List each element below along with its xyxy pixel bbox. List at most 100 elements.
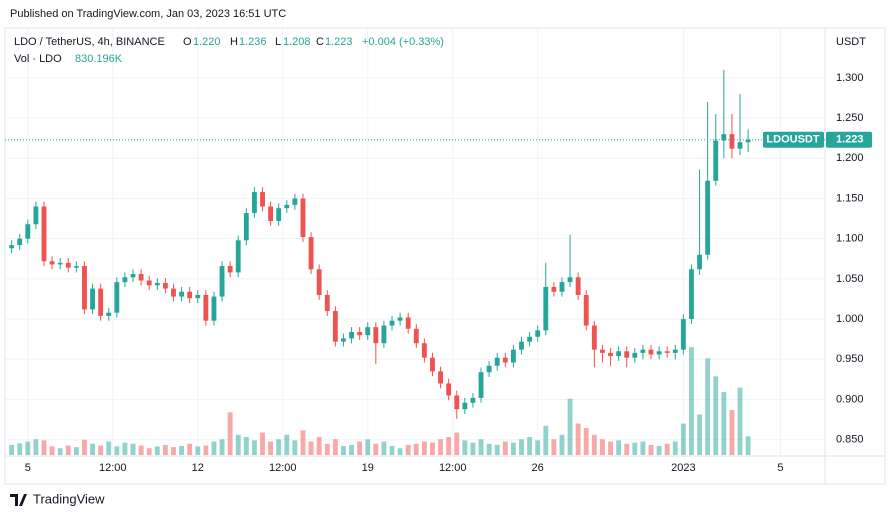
candle-body <box>171 288 176 297</box>
published-note: Published on TradingView.com, Jan 03, 20… <box>10 8 286 20</box>
volume-bar <box>543 425 549 455</box>
legend-o: O <box>183 36 192 48</box>
volume-bar <box>357 441 363 455</box>
candle-body <box>405 317 411 329</box>
volume-bar <box>745 436 751 455</box>
candle-body <box>373 327 379 344</box>
volume-bar <box>454 432 460 455</box>
volume-bar <box>268 441 274 455</box>
volume-bar <box>138 445 144 455</box>
volume-bar <box>98 445 104 455</box>
candle-body <box>608 352 613 357</box>
volume-bar <box>276 439 282 455</box>
candle-body <box>689 269 694 320</box>
legend-volume-name: Vol · LDO <box>14 53 62 65</box>
y-tick-label: 1.000 <box>836 313 864 325</box>
volume-bar <box>640 441 646 455</box>
volume-bar <box>551 439 557 455</box>
legend-symbol: LDO / TetherUS, 4h, BINANCE <box>14 36 165 48</box>
volume-bar <box>349 444 354 455</box>
candle-body <box>138 274 144 281</box>
volume-bar <box>25 441 31 455</box>
x-tick-label: 26 <box>532 462 544 474</box>
volume-bar <box>737 387 743 455</box>
candle-body <box>583 294 589 326</box>
volume-bar <box>413 443 419 455</box>
candle-body <box>446 383 452 396</box>
candle-body <box>680 319 686 350</box>
brand-logo <box>10 494 27 506</box>
volume-bar <box>171 447 176 455</box>
legend-change: +0.004 (+0.33%) <box>362 36 444 48</box>
y-tick-label: 0.950 <box>836 353 864 365</box>
candle-body <box>243 212 249 241</box>
last-symbol-label: LDOUSDT <box>766 134 819 146</box>
volume-bar <box>559 434 565 455</box>
volume-bar <box>656 446 662 455</box>
volume-bar <box>65 445 71 455</box>
candle-body <box>397 317 403 321</box>
candle-body <box>211 296 217 321</box>
candle-body <box>454 395 460 410</box>
y-tick-label: 1.300 <box>836 72 864 84</box>
chart-frame <box>4 27 886 485</box>
candle-body <box>17 238 23 246</box>
volume-bar <box>721 392 727 455</box>
y-tick-label: 1.100 <box>836 233 864 245</box>
volume-bar <box>600 439 605 455</box>
candle-body <box>349 331 354 339</box>
candle-body <box>33 206 39 225</box>
y-tick-label: 0.900 <box>836 393 864 405</box>
volume-bar <box>195 446 201 455</box>
volume-bar <box>478 439 484 455</box>
candle-body <box>106 312 112 316</box>
volume-bar <box>73 447 79 455</box>
candle-body <box>260 192 265 207</box>
price-axis-unit: USDT <box>836 36 866 48</box>
candle-body <box>316 269 322 295</box>
x-tick-label: 12 <box>192 462 204 474</box>
last-label-box <box>763 131 824 148</box>
candle-body <box>510 349 516 363</box>
candle-body <box>640 349 646 353</box>
candle-body <box>82 266 87 310</box>
candle-body <box>494 357 500 366</box>
candle-body <box>341 338 346 342</box>
candle-body <box>219 266 225 297</box>
candle-body <box>365 327 371 336</box>
volume-bar <box>583 428 589 455</box>
volume-bar <box>154 446 160 455</box>
candle-body <box>332 311 338 342</box>
candle-body <box>697 254 702 270</box>
candle-body <box>543 286 549 331</box>
candle-body <box>616 351 622 357</box>
candle-body <box>300 198 306 238</box>
volume-bar <box>90 443 95 455</box>
volume-bar <box>316 437 322 455</box>
y-tick-label: 1.050 <box>836 273 864 285</box>
volume-bar <box>373 443 379 455</box>
volume-bar <box>284 434 290 455</box>
volume-bar <box>672 441 678 455</box>
x-tick-label: 12:00 <box>99 462 127 474</box>
volume-bar <box>300 430 306 455</box>
x-tick-label: 19 <box>362 462 374 474</box>
volume-bar <box>235 434 241 455</box>
candle-body <box>195 294 201 299</box>
volume-bar <box>82 439 87 455</box>
x-tick-label: 12:00 <box>269 462 297 474</box>
volume-bar <box>680 423 686 455</box>
volume-bar <box>227 412 233 455</box>
candle-body <box>421 343 427 358</box>
volume-bar <box>41 440 47 455</box>
volume-bar <box>162 444 168 455</box>
legend-h: H <box>230 36 238 48</box>
x-tick-label: 12:00 <box>439 462 467 474</box>
volume-bar <box>519 439 524 455</box>
volume-bar <box>575 423 581 455</box>
candle-body <box>324 294 330 312</box>
volume-bar <box>17 443 23 455</box>
volume-bar <box>187 443 193 455</box>
volume-bar <box>648 444 654 455</box>
